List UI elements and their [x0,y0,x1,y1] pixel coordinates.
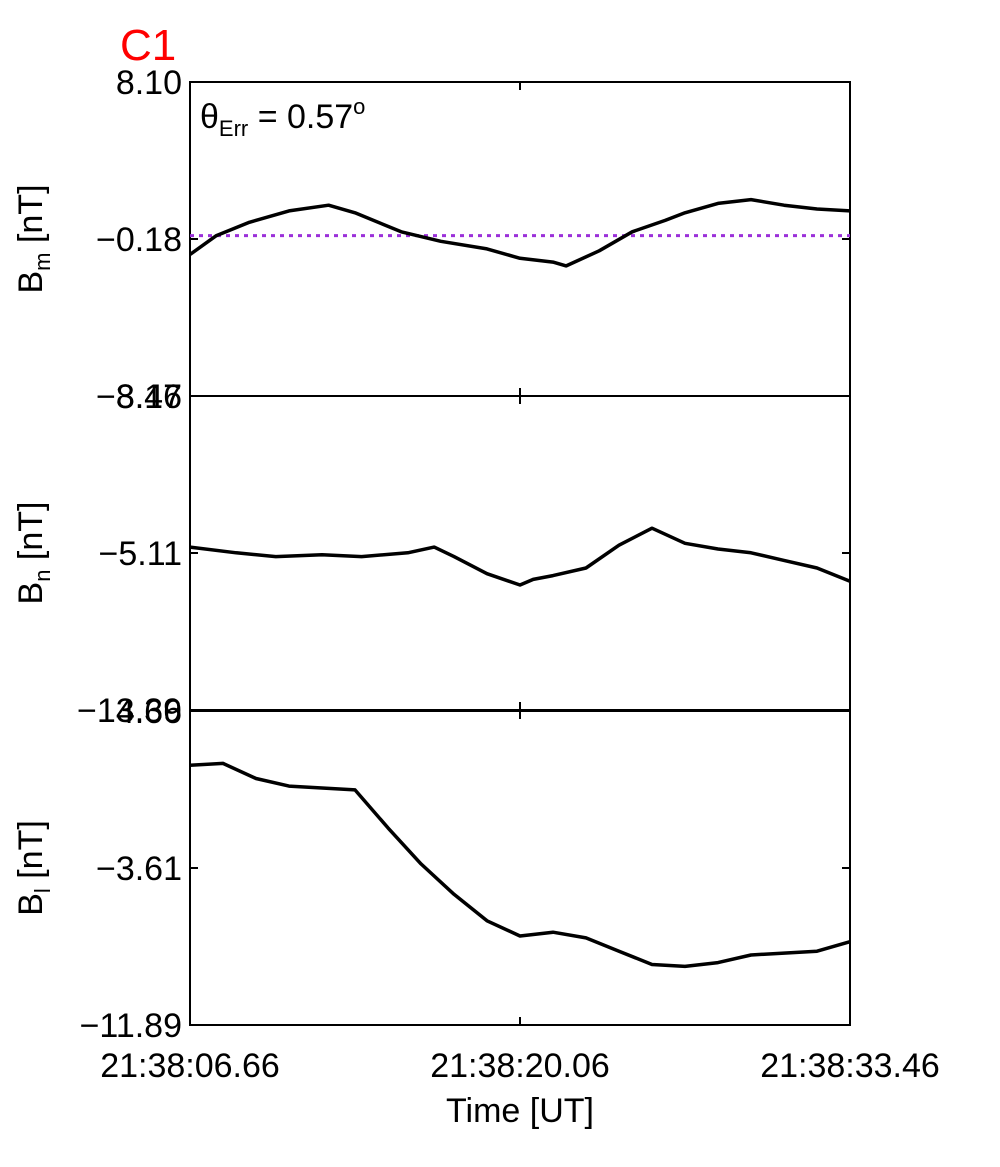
panel-1: 8.10 −0.18 −8.46 Bm [nT] θErr = 0.57o [12,64,851,416]
x-tick-label: 21:38:20.06 [430,1047,610,1085]
series-line [189,761,851,969]
x-tick-label: 21:38:33.46 [760,1047,940,1085]
y-axis-label: Bm [nT] [12,184,55,293]
y-tick-label: −13.39 [77,692,182,730]
y-tick-label: −3.61 [96,850,182,888]
chart-title: C1 [120,21,176,70]
panel-frame [189,710,851,1026]
series-line [189,526,851,587]
series-line [188,197,851,268]
x-tick-label: 21:38:06.66 [100,1047,280,1085]
y-tick-label: −8.46 [96,378,182,416]
y-axis-label: Bl [nT] [12,820,55,916]
y-tick-label: 4.66 [116,693,182,731]
y-tick-label: 8.10 [116,64,182,102]
panel-3: 4.66 −3.61 −11.89 Bl [nT] [12,693,851,1045]
y-tick-label: −11.89 [80,1007,182,1045]
y-tick-label: −0.18 [96,221,182,259]
x-axis-title: Time [UT] [446,1092,594,1130]
y-tick-label: −5.11 [98,535,182,573]
y-axis-label: Bn [nT] [12,502,55,605]
panels: 8.10 −0.18 −8.46 Bm [nT] θErr = 0.57o 3.17 −5.… [12,64,940,1085]
y-tick-label: 3.17 [116,378,182,416]
panel-2: 3.17 −5.11 −13.39 Bn [nT] [12,378,851,730]
error-annotation: θErr = 0.57o [200,94,365,141]
